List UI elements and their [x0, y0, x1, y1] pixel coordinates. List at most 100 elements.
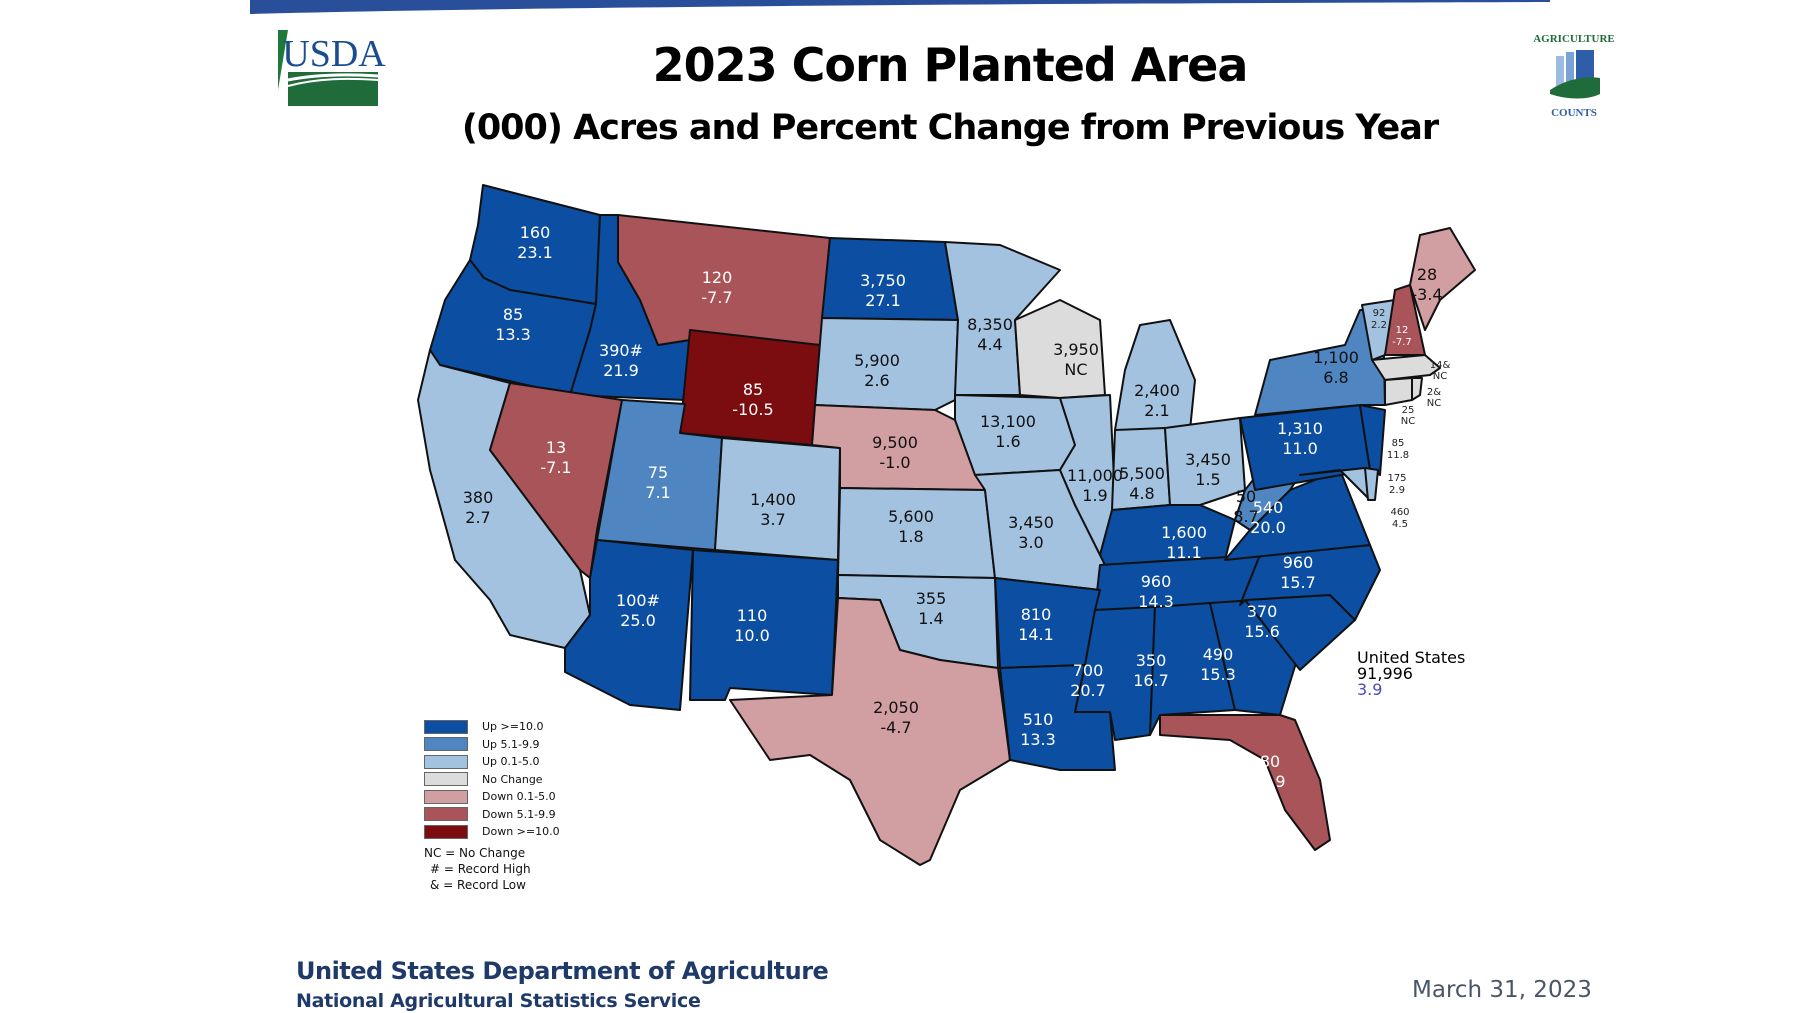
footer-service: National Agricultural Statistics Service [296, 990, 701, 1012]
state-DE[interactable] [1364, 467, 1379, 501]
legend-swatch-up-0-5 [424, 754, 468, 769]
svg-text:922.2: 92 2.2 [1371, 308, 1387, 331]
legend-note-nc: NC = No Change [424, 845, 526, 860]
svg-text:AGRICULTURE: AGRICULTURE [1533, 33, 1615, 45]
legend-item: Up 5.1-9.9 [424, 736, 560, 754]
svg-text:85-10.5: 85 -10.5 [732, 380, 773, 419]
legend-label: Down 5.1-9.9 [482, 807, 556, 821]
svg-text:757.1: 75 7.1 [645, 463, 670, 502]
legend-notes: NC = No Change # = Record High & = Recor… [424, 845, 560, 893]
agriculture-counts-logo: AGRICULTURE COUNTS [1533, 33, 1615, 119]
state-CT[interactable] [1384, 377, 1413, 406]
state-AZ[interactable] [564, 539, 694, 711]
state-TX[interactable] [729, 597, 1011, 866]
state-NJ[interactable] [1359, 404, 1386, 476]
svg-text:28-3.4: 28 -3.4 [1411, 265, 1442, 304]
state-NM[interactable] [689, 549, 839, 701]
svg-text:120-7.7: 120 -7.7 [701, 268, 732, 307]
state-AL[interactable] [1149, 602, 1236, 736]
legend-swatch-up-5-10 [424, 737, 468, 752]
legend-label: No Change [482, 772, 543, 786]
state-MA[interactable] [1371, 354, 1441, 381]
svg-text:9,500-1.0: 9,500 -1.0 [872, 433, 918, 472]
legend-label: Down >=10.0 [482, 825, 560, 839]
svg-text:2,050-4.7: 2,050 -4.7 [873, 698, 919, 737]
chart-title: 2023 Corn Planted Area [652, 38, 1249, 92]
legend-swatch-down-0-5 [424, 789, 468, 804]
state-SD[interactable] [814, 317, 959, 411]
legend: Up >=10.0 Up 5.1-9.9 Up 0.1-5.0 No Chang… [424, 718, 560, 893]
svg-text:80-5.9: 80 -5.9 [1254, 752, 1285, 791]
svg-text:2&NC: 2& NC [1427, 387, 1442, 409]
legend-swatch-down-5-10 [424, 807, 468, 822]
us-total: United States 91,996 3.9 [1357, 650, 1465, 698]
release-date: March 31, 2023 [1412, 977, 1592, 1003]
us-total-change: 3.9 [1357, 680, 1383, 699]
svg-text:508.7: 50 8.7 [1233, 487, 1258, 526]
svg-text:COUNTS: COUNTS [1551, 107, 1597, 119]
legend-label: Up >=10.0 [482, 720, 544, 734]
svg-text:14&NC: 14& NC [1430, 360, 1451, 382]
us-total-label: United States [1357, 648, 1466, 667]
legend-note-record-high: # = Record High [430, 861, 531, 876]
us-total-acres: 91,996 [1357, 664, 1413, 683]
state-NY[interactable] [1254, 309, 1386, 416]
legend-item: Down 0.1-5.0 [424, 788, 560, 806]
top-swoosh-decoration [250, 0, 1550, 14]
state-IL[interactable] [1059, 394, 1116, 556]
state-OH[interactable] [1164, 417, 1246, 506]
legend-item: Down >=10.0 [424, 823, 560, 841]
legend-swatch-no-change [424, 772, 468, 787]
state-labels: 160 23.1 85 13.3 380 2.7 390# 21.9 13 -7.1 12… [463, 223, 1451, 791]
usda-logo: USDA [278, 30, 386, 106]
legend-swatch-up-ge-10 [424, 719, 468, 734]
legend-label: Up 5.1-9.9 [482, 737, 540, 751]
state-ME[interactable] [1409, 227, 1476, 331]
legend-label: Down 0.1-5.0 [482, 790, 556, 804]
legend-label: Up 0.1-5.0 [482, 755, 540, 769]
legend-item: Up 0.1-5.0 [424, 753, 560, 771]
legend-item: No Change [424, 771, 560, 789]
footer-department: United States Department of Agriculture [296, 957, 829, 985]
legend-note-record-low: & = Record Low [430, 877, 526, 892]
svg-text:12-7.7: 12 -7.7 [1392, 325, 1412, 348]
chart-subtitle: (000) Acres and Percent Change from Prev… [461, 108, 1439, 148]
state-FL[interactable] [1159, 714, 1331, 851]
legend-item: Up >=10.0 [424, 718, 560, 736]
svg-text:390#21.9: 390# 21.9 [599, 341, 643, 380]
legend-item: Down 5.1-9.9 [424, 806, 560, 824]
state-RI[interactable] [1411, 377, 1423, 401]
